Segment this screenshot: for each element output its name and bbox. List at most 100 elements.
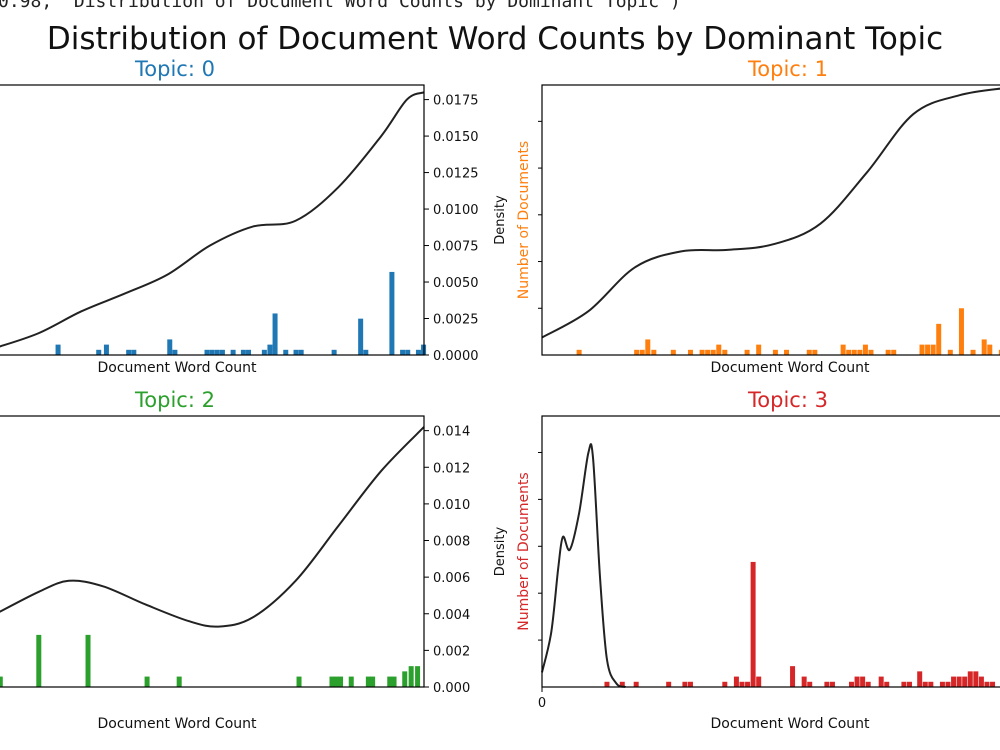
histogram-bar <box>645 339 651 355</box>
histogram-bar <box>387 676 393 687</box>
histogram-bar <box>363 349 369 355</box>
histogram-bar <box>408 666 414 687</box>
histogram-bar <box>370 676 376 687</box>
histogram-bar <box>829 681 835 687</box>
histogram-bar <box>865 681 871 687</box>
histogram-bar <box>722 349 728 355</box>
histogram-bar <box>619 681 625 687</box>
histogram-bar <box>131 349 137 355</box>
density-tick-label: 0.0175 <box>433 94 479 109</box>
density-tick-label: 0.002 <box>433 644 470 659</box>
histogram-bar <box>209 349 215 355</box>
density-tick-label: 0.010 <box>433 498 470 513</box>
histogram-bar <box>840 344 846 355</box>
histogram-bar <box>851 349 857 355</box>
histogram-bar <box>998 349 1000 355</box>
histogram-bar <box>990 681 996 687</box>
histogram-bar <box>283 349 289 355</box>
density-axis-label: Density <box>493 195 508 245</box>
histogram-bar <box>604 681 610 687</box>
density-tick-label: 0.0125 <box>433 167 479 182</box>
histogram-bar <box>784 349 790 355</box>
density-curve <box>0 426 425 628</box>
density-tick-label: 0.012 <box>433 461 470 476</box>
histogram-bar <box>296 676 302 687</box>
histogram-bar <box>928 681 934 687</box>
histogram-bar <box>415 666 421 687</box>
histogram-bar <box>854 676 860 687</box>
histogram-bar <box>958 308 964 355</box>
histogram-bar <box>956 676 962 687</box>
histogram-bar <box>415 349 421 355</box>
histogram-bar <box>633 681 639 687</box>
histogram-bar <box>878 676 884 687</box>
density-curve <box>541 443 626 688</box>
panel-title: Topic: 2 <box>134 388 215 412</box>
histogram-bar <box>947 349 953 355</box>
histogram-bar <box>240 349 246 355</box>
axes-frame <box>541 84 1000 356</box>
histogram-bar <box>267 344 273 355</box>
density-tick-label: 0.0100 <box>433 203 479 218</box>
density-tick-label: 0.0000 <box>433 349 479 364</box>
histogram-bar <box>812 349 818 355</box>
y-axis-label: Number of Documents <box>516 141 532 299</box>
histogram-bar <box>891 349 897 355</box>
histogram-bar <box>261 349 267 355</box>
axes-frame <box>0 415 425 688</box>
x-axis-label: Document Word Count <box>98 360 258 376</box>
histogram-bar <box>230 349 236 355</box>
histogram-bar <box>699 349 705 355</box>
histogram-bar <box>801 676 807 687</box>
histogram-bar <box>716 344 722 355</box>
panel-title: Topic: 3 <box>747 388 828 412</box>
histogram-bar <box>860 676 866 687</box>
histogram-bar <box>576 349 582 355</box>
histogram-bar <box>824 681 830 687</box>
density-tick-label: 0.014 <box>433 425 470 440</box>
histogram-bar <box>967 671 973 687</box>
histogram-bar <box>293 349 299 355</box>
histogram-bar <box>868 349 874 355</box>
histogram-bar <box>358 318 364 355</box>
histogram-bar <box>973 671 979 687</box>
x-axis-label: Document Word Count <box>711 716 871 732</box>
histogram-bar <box>204 349 210 355</box>
histogram-bar <box>329 676 335 687</box>
histogram-bar <box>167 339 173 355</box>
density-tick-label: 0.006 <box>433 571 470 586</box>
histogram-bar <box>807 681 813 687</box>
density-curve <box>541 87 1000 339</box>
panel-title: Topic: 1 <box>747 57 828 81</box>
histogram-bar <box>884 681 890 687</box>
histogram-bar <box>922 681 928 687</box>
density-tick-label: 0.000 <box>433 681 470 696</box>
histogram-bar <box>733 676 739 687</box>
histogram-bar <box>400 349 406 355</box>
histogram-bar <box>666 681 672 687</box>
histogram-bar <box>55 344 61 355</box>
histogram-bar <box>176 676 182 687</box>
histogram-bar <box>338 676 344 687</box>
histogram-bar <box>806 349 812 355</box>
histogram-bar <box>722 681 728 687</box>
density-axis-label: Density <box>493 526 508 576</box>
y-axis-label: Number of Documents <box>516 472 532 630</box>
histogram-bar <box>857 349 863 355</box>
histogram-bar <box>639 349 645 355</box>
histogram-bar <box>85 634 91 687</box>
histogram-bar <box>365 676 371 687</box>
histogram-bar <box>710 349 716 355</box>
histogram-bar <box>984 681 990 687</box>
histogram-bar <box>634 349 640 355</box>
axes-frame <box>541 415 1000 688</box>
histogram-bar <box>885 349 891 355</box>
histogram-bar <box>750 561 756 687</box>
density-curve <box>0 91 425 348</box>
histogram-bar <box>930 344 936 355</box>
histogram-bar <box>682 681 688 687</box>
axes-frame <box>0 84 425 356</box>
x-zero-tick-label: 0 <box>538 696 546 711</box>
histogram-bar <box>651 349 657 355</box>
